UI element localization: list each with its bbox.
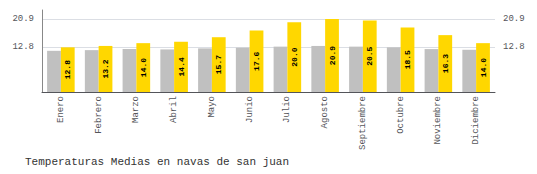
svg-text:20.0: 20.0 [290, 47, 299, 66]
svg-text:Enero: Enero [56, 96, 66, 123]
svg-text:Septiembre: Septiembre [358, 96, 368, 150]
svg-text:Junio: Junio [245, 96, 255, 123]
svg-text:20.9: 20.9 [503, 14, 525, 24]
svg-text:14.4: 14.4 [177, 57, 186, 76]
svg-text:16.3: 16.3 [441, 54, 450, 73]
svg-text:20.9: 20.9 [328, 46, 337, 65]
svg-text:Marzo: Marzo [131, 96, 141, 123]
svg-text:18.5: 18.5 [403, 50, 412, 69]
svg-text:Febrero: Febrero [94, 96, 104, 134]
svg-text:14.0: 14.0 [479, 58, 488, 77]
svg-text:12.8: 12.8 [12, 42, 34, 52]
svg-text:Noviembre: Noviembre [433, 96, 443, 145]
svg-text:Agosto: Agosto [320, 96, 330, 128]
svg-text:Temperaturas Medias en navas d: Temperaturas Medias en navas de san juan [25, 156, 289, 168]
svg-text:17.6: 17.6 [252, 51, 261, 70]
svg-text:20.9: 20.9 [12, 14, 34, 24]
svg-text:12.8: 12.8 [63, 60, 72, 79]
svg-text:14.0: 14.0 [139, 58, 148, 77]
svg-text:13.2: 13.2 [101, 59, 110, 78]
svg-text:Abril: Abril [169, 96, 179, 123]
svg-text:Octubre: Octubre [396, 96, 406, 134]
svg-text:Mayo: Mayo [207, 96, 217, 118]
svg-text:15.7: 15.7 [214, 55, 223, 74]
svg-text:12.8: 12.8 [503, 42, 525, 52]
svg-text:Julio: Julio [282, 96, 292, 123]
svg-text:Diciembre: Diciembre [471, 96, 481, 145]
svg-text:20.5: 20.5 [365, 46, 374, 65]
